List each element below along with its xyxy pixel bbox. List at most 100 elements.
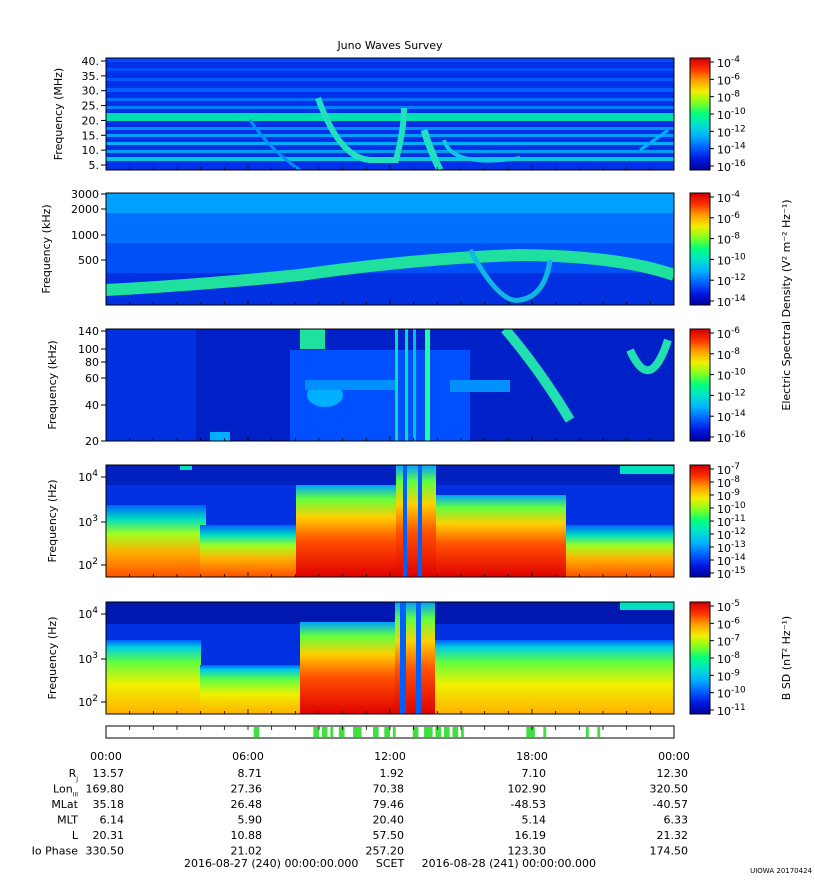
panel-4-y-label: Frequency (Hz) (46, 480, 59, 563)
panel-3-spectrogram (106, 329, 674, 441)
mode-bar-segment (392, 727, 396, 737)
mode-bar-segment (412, 727, 419, 737)
y-tick-label: 2000 (71, 203, 99, 216)
ephemeris-value: 5.90 (238, 814, 263, 827)
colorbar-tick-label: 10-8 (717, 475, 740, 490)
panel-4-spectrogram (106, 465, 674, 577)
panel-4-y-ticks: 104 103 102 (78, 469, 106, 572)
mode-bar (105, 725, 675, 739)
ephemeris-value: 26.48 (231, 798, 263, 811)
time-tick-label: 00:00 (658, 750, 690, 763)
ephemeris-row-label: Io Phase (32, 845, 79, 858)
colorbar-tick-label: 10-12 (717, 273, 746, 288)
mode-bar-segment (435, 727, 442, 737)
panel-1-spectrogram (106, 58, 674, 170)
ephemeris-value: 174.50 (650, 845, 689, 858)
y-tick-label: 102 (78, 557, 98, 572)
mode-bar-segment (443, 727, 450, 737)
ephemeris-value: 330.50 (86, 845, 125, 858)
colorbar-tick-label: 10-4 (717, 55, 740, 70)
ephemeris-value: 20.40 (373, 814, 405, 827)
colorbar-tick-label: 10-10 (717, 107, 746, 122)
ephemeris-value: 257.20 (366, 845, 405, 858)
colorbar-tick-label: 10-11 (717, 514, 746, 529)
panel-5-y-ticks: 104 103 102 (78, 606, 106, 709)
colorbar-tick-label: 10-8 (717, 90, 740, 105)
ephemeris-value: 169.80 (86, 783, 125, 796)
mode-bar-segment (543, 727, 547, 737)
y-tick-label: 35. (82, 70, 100, 83)
y-tick-label: 103 (78, 651, 98, 666)
y-tick-label: 1000 (71, 229, 99, 242)
colorbar-tick-label: 10-7 (717, 462, 740, 477)
colorbar-3 (689, 328, 711, 442)
ephemeris-value: -40.57 (653, 798, 688, 811)
panel-5-spectrogram (106, 602, 674, 714)
ephemeris-value: 1.92 (380, 767, 405, 780)
mode-bar-segment (597, 727, 601, 737)
ephemeris-value: 57.50 (373, 829, 405, 842)
colorbar-tick-label: 10-10 (717, 501, 746, 516)
ephemeris-value: 12.30 (657, 767, 689, 780)
colorbar-tick-label: 10-10 (717, 368, 746, 383)
mode-bar-segment (452, 727, 459, 737)
y-tick-label: 15. (82, 129, 100, 142)
colorbar-tick-label: 10-8 (717, 232, 740, 247)
ephemeris-value: -48.53 (511, 798, 546, 811)
time-tick-label: 06:00 (232, 750, 264, 763)
colorbar-tick-label: 10-7 (717, 634, 740, 649)
y-tick-label: 104 (78, 606, 98, 621)
y-tick-label: 102 (78, 694, 98, 709)
ephemeris-value: 20.31 (93, 829, 125, 842)
colorbar-tick-label: 10-15 (717, 566, 746, 581)
credit-label: UIOWA 20170424 (750, 867, 812, 875)
ephemeris-value: 10.88 (231, 829, 263, 842)
y-tick-label: 104 (78, 469, 98, 484)
colorbar-tick-label: 10-16 (717, 159, 746, 174)
ephemeris-value: 21.02 (231, 845, 263, 858)
panel-3-y-label: Frequency (kHz) (46, 340, 59, 429)
mode-bar-segment (585, 727, 589, 737)
mode-bar-segment (321, 727, 328, 737)
ephemeris-value: 70.38 (373, 783, 405, 796)
mode-bar-segment (330, 727, 334, 737)
colorbar-2 (689, 192, 711, 306)
colorbar-tick-label: 10-10 (717, 686, 746, 701)
electric-colorbar-label: Electric Spectral Density (V² m⁻² Hz⁻¹) (780, 199, 793, 410)
colorbar-tick-label: 10-4 (717, 190, 740, 205)
colorbar-tick-label: 10-9 (717, 668, 740, 683)
ephemeris-value: 16.19 (515, 829, 547, 842)
magnetic-colorbar-label: B SD (nT² Hz⁻¹) (780, 616, 793, 700)
ephemeris-value: 21.32 (657, 829, 689, 842)
ephemeris-value: 6.33 (664, 814, 689, 827)
ephemeris-value: 102.90 (508, 783, 547, 796)
y-tick-label: 10. (82, 144, 100, 157)
colorbar-tick-label: 10-8 (717, 651, 740, 666)
panel-1-y-label: Frequency (MHz) (52, 68, 65, 160)
ephemeris-row-label: L (72, 829, 79, 842)
ephemeris-row-label: MLT (57, 814, 78, 827)
ephemeris-row-label: MLat (51, 798, 78, 811)
y-tick-label: 100 (78, 343, 99, 356)
y-tick-label: 5. (89, 159, 100, 172)
y-tick-label: 3000 (71, 188, 99, 201)
time-tick-label: 00:00 (90, 750, 122, 763)
y-tick-label: 30. (82, 85, 100, 98)
colorbar-1 (689, 57, 711, 171)
ephemeris-value: 6.14 (100, 814, 125, 827)
mode-bar-segment (424, 727, 433, 737)
mode-bar-segment (353, 727, 362, 737)
colorbar-tick-label: 10-6 (717, 616, 740, 631)
y-tick-label: 20. (82, 114, 100, 127)
mode-bar-segment (461, 727, 464, 737)
y-tick-label: 140 (78, 325, 99, 338)
colorbar-tick-label: 10-14 (717, 553, 746, 568)
ephemeris-value: 7.10 (522, 767, 547, 780)
panel-4: 104 103 102 Frequency (Hz) (46, 464, 675, 578)
colorbar-tick-label: 10-6 (717, 326, 740, 341)
y-tick-label: 103 (78, 514, 98, 529)
colorbar-4 (689, 464, 711, 578)
